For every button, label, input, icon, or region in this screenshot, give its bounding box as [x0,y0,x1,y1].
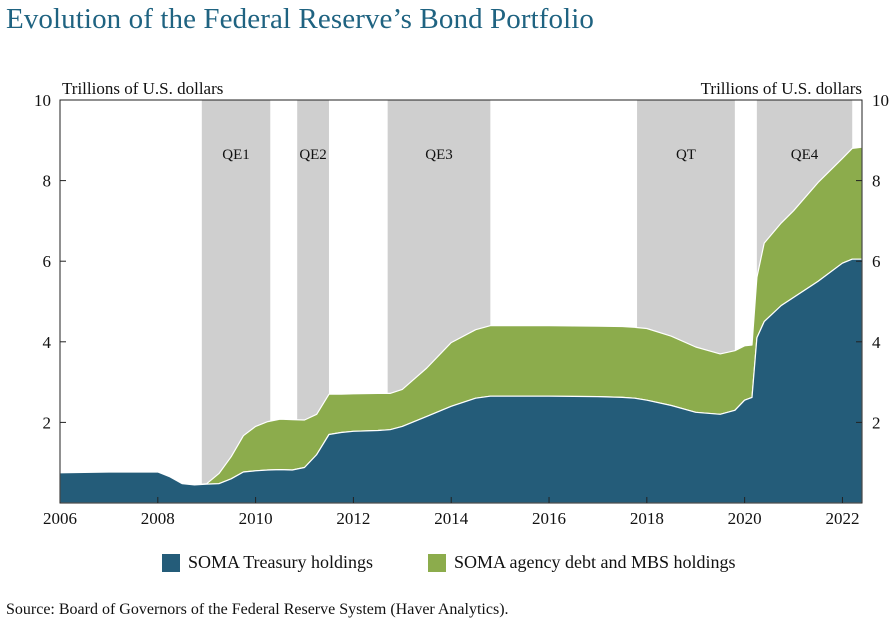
series-treasury-area [59,258,863,504]
y-right-tick-label: 8 [872,172,881,191]
x-tick-label: 2008 [141,509,175,528]
shaded-period-label-qe4: QE4 [791,147,819,163]
y-left-axis-label: Trillions of U.S. dollars [62,79,223,98]
y-left-tick-label: 8 [43,172,52,191]
source-note: Source: Board of Governors of the Federa… [6,601,509,618]
shaded-period-label-qe3: QE3 [425,147,453,163]
legend: SOMA Treasury holdings SOMA agency debt … [0,552,891,580]
y-left-tick-label: 4 [43,333,52,352]
x-tick-label: 2022 [825,509,859,528]
x-tick-label: 2020 [728,509,762,528]
shaded-period-label-qe2: QE2 [299,147,327,163]
x-tick-label: 2014 [434,509,469,528]
chart-title: Evolution of the Federal Reserve’s Bond … [6,3,595,35]
axes [59,99,863,504]
legend-item-treasury: SOMA Treasury holdings [162,552,373,573]
shaded-period-label-qt: QT [676,147,696,163]
y-left-tick-label: 10 [34,91,51,110]
axis-labels: 2 4 6 8 10 2 4 6 8 10 2006 2008 2010 2012 2014 2016 2018… [34,79,889,528]
y-right-tick-label: 2 [872,413,881,432]
y-right-tick-label: 10 [872,91,889,110]
x-tick-label: 2010 [239,509,273,528]
y-right-tick-label: 4 [872,333,881,352]
x-tick-label: 2016 [532,509,566,528]
y-left-tick-label: 2 [43,413,52,432]
y-right-axis-label: Trillions of U.S. dollars [701,79,862,98]
x-tick-label: 2018 [630,509,664,528]
plot-frame [59,99,863,504]
legend-swatch-agency [428,553,446,572]
shaded-period-label-qe1: QE1 [222,147,250,163]
y-right-tick-label: 6 [872,252,881,271]
legend-item-agency: SOMA agency debt and MBS holdings [428,552,736,573]
legend-swatch-treasury [162,553,180,572]
y-left-tick-label: 6 [43,252,52,271]
x-tick-label: 2006 [43,509,77,528]
legend-label-treasury: SOMA Treasury holdings [188,552,374,572]
x-tick-label: 2012 [336,509,370,528]
legend-label-agency: SOMA agency debt and MBS holdings [454,552,736,572]
